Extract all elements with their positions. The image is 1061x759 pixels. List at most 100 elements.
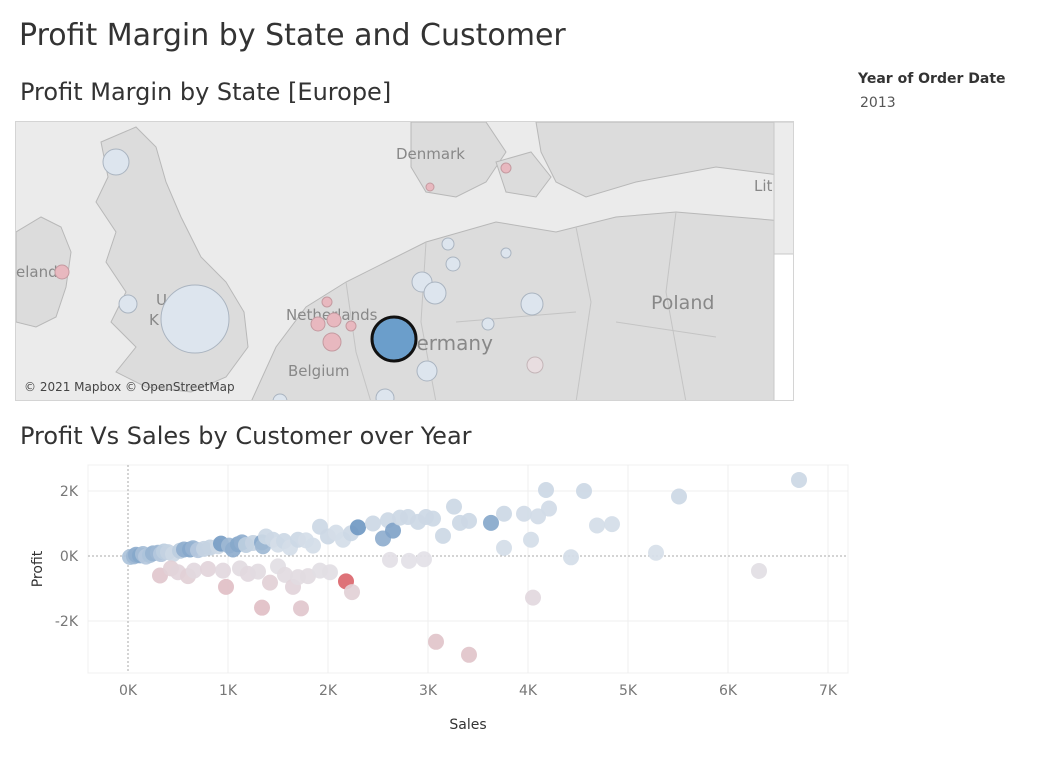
map-marker[interactable] xyxy=(272,393,288,401)
y-tick-label: 0K xyxy=(60,549,79,565)
map-marker-selected[interactable] xyxy=(370,315,418,363)
scatter-point[interactable] xyxy=(425,510,441,527)
x-tick-label: 7K xyxy=(819,683,838,699)
scatter-point[interactable] xyxy=(538,482,554,499)
dashboard-title: Profit Margin by State and Customer xyxy=(19,18,566,53)
scatter-point[interactable] xyxy=(523,531,539,548)
map-zoom-control[interactable] xyxy=(773,122,794,255)
map-label-lit: Lit xyxy=(754,177,773,195)
scatter-point[interactable] xyxy=(496,505,512,522)
scatter-point[interactable] xyxy=(461,512,477,529)
scatter-ticks: 0K 1K 2K 3K 4K 5K 6K 7K -2K 0K 2K xyxy=(55,484,838,699)
scatter-points xyxy=(122,471,807,663)
year-filter-label: Year of Order Date xyxy=(858,71,1006,87)
scatter-point[interactable] xyxy=(416,551,432,568)
scatter-point[interactable] xyxy=(300,568,316,585)
map-marker[interactable] xyxy=(526,356,544,374)
map-marker[interactable] xyxy=(102,148,130,176)
scatter-point[interactable] xyxy=(385,522,401,539)
map-label-uk-k: K xyxy=(149,311,160,329)
scatter-point[interactable] xyxy=(461,646,477,663)
scatter-point[interactable] xyxy=(401,552,417,569)
map-marker[interactable] xyxy=(520,292,544,316)
map-land-denmark xyxy=(410,122,507,198)
scatter-point[interactable] xyxy=(186,562,202,579)
map-label-uk-u: U xyxy=(156,291,167,309)
map-land-sweden xyxy=(535,122,793,198)
scatter-point[interactable] xyxy=(428,633,444,650)
scatter-point[interactable] xyxy=(344,584,360,601)
map-land-zealand xyxy=(495,151,552,198)
plot-area xyxy=(87,464,849,674)
scatter-point[interactable] xyxy=(496,539,512,556)
scatter-grid xyxy=(87,464,849,674)
map-land-ireland xyxy=(16,216,72,328)
map-marker[interactable] xyxy=(500,162,512,174)
map-pan-control[interactable] xyxy=(773,253,794,401)
map-borders xyxy=(345,211,717,400)
map-marker[interactable] xyxy=(54,264,70,280)
map-marker[interactable] xyxy=(310,316,326,332)
map-marker[interactable] xyxy=(321,296,333,308)
map-view[interactable]: Denmark Lit eland U K Netherlands German… xyxy=(15,121,794,401)
map-title: Profit Margin by State [Europe] xyxy=(20,78,392,106)
map-marker[interactable] xyxy=(416,360,438,382)
map-marker[interactable] xyxy=(425,182,435,192)
scatter-point[interactable] xyxy=(541,500,557,517)
y-tick-label: 2K xyxy=(60,484,79,500)
scatter-point[interactable] xyxy=(262,574,278,591)
x-tick-label: 5K xyxy=(619,683,638,699)
x-tick-label: 2K xyxy=(319,683,338,699)
map-markers xyxy=(54,148,544,401)
scatter-point[interactable] xyxy=(435,527,451,544)
scatter-point[interactable] xyxy=(516,505,532,522)
scatter-point[interactable] xyxy=(254,599,270,616)
map-marker[interactable] xyxy=(441,237,455,251)
map-label-ireland: eland xyxy=(16,263,58,281)
scatter-point[interactable] xyxy=(648,544,664,561)
scatter-point[interactable] xyxy=(322,564,338,581)
scatter-point[interactable] xyxy=(563,549,579,566)
scatter-point[interactable] xyxy=(525,589,541,606)
scatter-point[interactable] xyxy=(305,537,321,554)
map-label-denmark: Denmark xyxy=(396,145,465,163)
scatter-point[interactable] xyxy=(446,498,462,515)
map-marker[interactable] xyxy=(500,247,512,259)
scatter-point[interactable] xyxy=(604,516,620,533)
map-marker[interactable] xyxy=(481,317,495,331)
scatter-point[interactable] xyxy=(483,514,499,531)
x-tick-label: 6K xyxy=(719,683,738,699)
scatter-point[interactable] xyxy=(365,515,381,532)
scatter-point[interactable] xyxy=(218,578,234,595)
scatter-chart[interactable]: 0K 1K 2K 3K 4K 5K 6K 7K -2K 0K 2K Sales Profit xyxy=(0,455,870,745)
scatter-point[interactable] xyxy=(277,566,293,583)
scatter-point[interactable] xyxy=(200,561,216,577)
map-label-belgium: Belgium xyxy=(288,362,350,380)
map-canvas[interactable]: Denmark Lit eland U K Netherlands German… xyxy=(16,122,794,401)
scatter-point[interactable] xyxy=(250,563,266,580)
scatter-point[interactable] xyxy=(671,488,687,505)
map-marker[interactable] xyxy=(445,256,461,272)
scatter-point[interactable] xyxy=(589,517,605,534)
x-tick-label: 3K xyxy=(419,683,438,699)
scatter-point[interactable] xyxy=(350,519,366,536)
scatter-point[interactable] xyxy=(215,562,231,579)
map-marker[interactable] xyxy=(118,294,138,314)
map-marker[interactable] xyxy=(326,312,342,328)
x-tick-label: 1K xyxy=(219,683,238,699)
map-marker[interactable] xyxy=(375,388,395,401)
scatter-title: Profit Vs Sales by Customer over Year xyxy=(20,422,472,450)
y-tick-label: -2K xyxy=(55,614,79,630)
map-marker[interactable] xyxy=(322,332,342,352)
scatter-point[interactable] xyxy=(382,551,398,568)
y-axis-label: Profit xyxy=(30,550,46,587)
year-filter-value[interactable]: 2013 xyxy=(860,95,896,111)
map-marker[interactable] xyxy=(345,320,357,332)
x-axis-label: Sales xyxy=(449,717,486,733)
scatter-point[interactable] xyxy=(576,483,592,499)
map-marker[interactable] xyxy=(160,284,230,354)
scatter-point[interactable] xyxy=(293,600,309,617)
scatter-point[interactable] xyxy=(791,471,807,488)
map-marker[interactable] xyxy=(423,281,447,305)
scatter-point[interactable] xyxy=(751,562,767,579)
